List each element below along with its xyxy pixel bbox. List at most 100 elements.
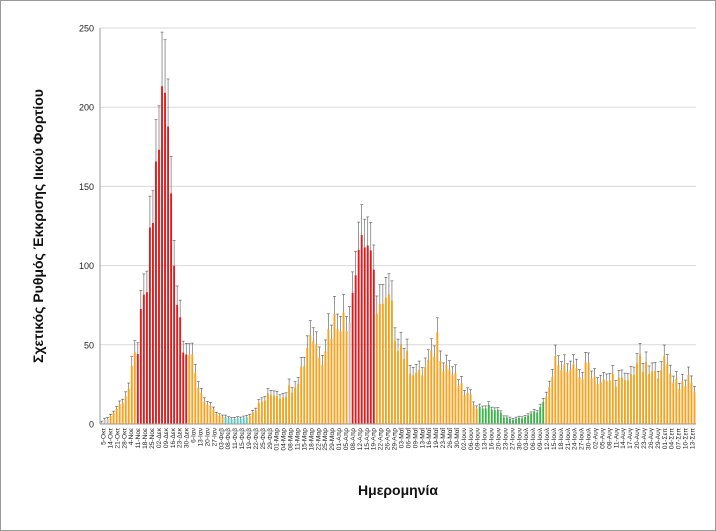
bar <box>639 354 641 424</box>
bar <box>487 404 490 424</box>
bar <box>630 374 632 424</box>
bar <box>173 265 176 424</box>
bar <box>554 355 557 424</box>
x-tick-label: 06-Ιουν <box>468 427 475 450</box>
x-tick-label: 01-Σεπ <box>662 428 669 450</box>
x-tick-label: 30-Μαΐ <box>453 427 461 448</box>
bar <box>484 408 487 424</box>
x-tick-label: 09-Ιουν <box>475 427 482 450</box>
x-tick-label: 11-Αυγ <box>613 427 620 448</box>
bar <box>315 344 318 424</box>
bar <box>412 375 415 424</box>
x-tick-label: 08-Αυγ <box>606 427 613 449</box>
x-tick-label: 03-Φεβ <box>218 428 225 450</box>
bar <box>103 419 106 424</box>
bar <box>336 329 339 424</box>
bar <box>145 292 148 424</box>
bar <box>251 412 254 424</box>
x-tick-label: 29-Φεβ <box>267 428 274 450</box>
x-tick-label: 25-Μαρ <box>322 428 329 451</box>
bar <box>266 393 269 424</box>
bar <box>263 400 266 424</box>
bar <box>406 350 409 424</box>
bar <box>345 331 348 424</box>
bar <box>109 415 112 424</box>
bar <box>391 300 393 424</box>
bar <box>572 364 575 424</box>
bar <box>306 347 309 424</box>
x-tick-label: 23-Δεκ <box>177 427 184 448</box>
bar <box>273 395 275 424</box>
x-tick-label: 09-Δεκ <box>163 427 170 448</box>
bar <box>548 387 551 424</box>
bar <box>605 380 608 424</box>
y-axis-title-container: Σχετικός Ρυθμός Έκκρισης Ιικού Φορτίου <box>18 28 58 424</box>
bar <box>227 418 230 424</box>
x-tick-label: 05-Αυγ <box>599 427 606 449</box>
bar <box>602 379 605 424</box>
x-tick-label: 08-Φεβ <box>225 428 232 450</box>
bar <box>394 341 396 424</box>
bar <box>197 387 200 424</box>
x-tick-label: 11-Φεβ <box>232 428 239 449</box>
bar <box>155 161 157 424</box>
bar <box>285 397 287 424</box>
bar <box>100 422 103 424</box>
x-tick-label: 09-Μαΐ <box>411 427 419 448</box>
bar <box>545 396 548 424</box>
bar <box>185 354 188 424</box>
bar <box>124 396 127 424</box>
bar <box>439 361 442 424</box>
bar <box>666 364 669 424</box>
bar <box>339 331 342 424</box>
bar <box>303 366 306 424</box>
x-tick-label: 20-Ιουν <box>495 427 502 450</box>
x-tick-label: 08-Απρ <box>350 428 357 450</box>
bar <box>454 373 457 424</box>
x-tick-label: 22-Απρ <box>378 428 385 450</box>
bar <box>463 394 466 424</box>
x-tick-label: 02-Αυγ <box>593 427 600 449</box>
bar <box>475 408 478 424</box>
bar <box>663 355 666 424</box>
x-tick-label: 01-Μαρ <box>274 428 281 451</box>
bar <box>291 392 294 424</box>
x-tick-label: 18-Ιουλ <box>558 427 565 450</box>
bar <box>675 378 678 424</box>
bar <box>636 363 638 424</box>
x-tick-label: 16-Δεκ <box>170 427 177 448</box>
bar <box>539 406 542 424</box>
y-tick-label: 0 <box>89 420 94 430</box>
x-tick-label: 11-Μαρ <box>295 428 302 450</box>
bar <box>378 303 381 424</box>
bar <box>158 149 160 425</box>
x-tick-label: 07-Σεπ <box>676 428 683 450</box>
bar <box>490 409 493 424</box>
x-tick-label: 6-Ιαν <box>191 427 198 443</box>
bar <box>505 417 508 424</box>
x-tick-label: 16-Ιουν <box>489 427 496 450</box>
bar <box>693 391 696 424</box>
x-axis-title: Ημερομηνία <box>358 482 438 498</box>
bar <box>469 394 472 424</box>
bar <box>620 377 623 424</box>
bar <box>418 369 421 424</box>
y-tick-label: 250 <box>79 24 94 34</box>
bar <box>321 364 324 424</box>
x-tick-label: 10-Σεπ <box>683 428 690 450</box>
y-tick-label: 50 <box>84 340 94 350</box>
bar <box>403 358 405 424</box>
bar <box>584 362 587 424</box>
x-tick-label: 24-Ιουλ <box>572 427 579 450</box>
x-tick-label: 30-Ιουλ <box>586 427 593 450</box>
bar <box>445 364 448 424</box>
bar <box>300 366 303 424</box>
bar <box>230 419 233 424</box>
bar <box>161 86 163 425</box>
bar <box>596 384 599 424</box>
y-tick-label: 200 <box>79 103 94 113</box>
bar <box>221 416 224 424</box>
bar <box>415 372 418 424</box>
bar <box>527 415 530 424</box>
bar <box>509 418 511 424</box>
